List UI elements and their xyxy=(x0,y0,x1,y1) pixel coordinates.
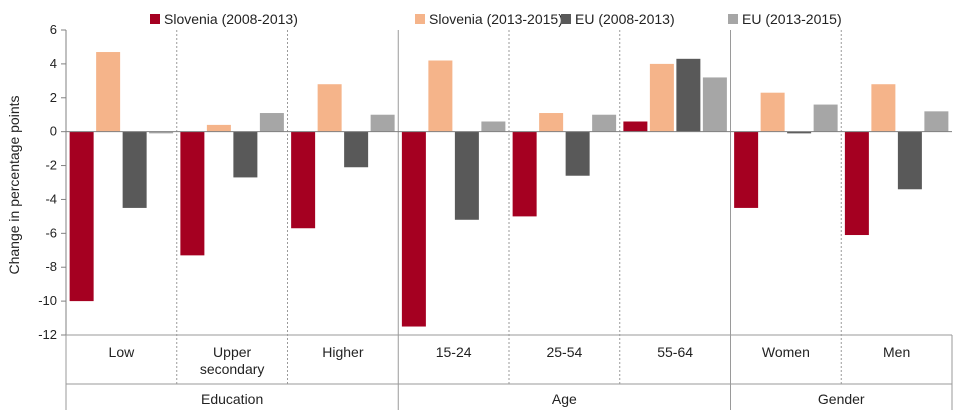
group-label: Gender xyxy=(818,391,865,407)
y-tick-label: 4 xyxy=(50,56,57,71)
bar xyxy=(69,131,94,302)
bar xyxy=(317,84,342,132)
x-category-label-line: Low xyxy=(109,344,136,360)
bar xyxy=(233,131,258,178)
bar xyxy=(565,131,590,176)
y-tick-label: 2 xyxy=(50,90,57,105)
y-tick-label: -4 xyxy=(45,191,57,206)
bar xyxy=(401,131,426,327)
x-category-label-line: 55-64 xyxy=(657,344,693,360)
x-category-label-line: secondary xyxy=(200,361,265,377)
x-category-label-line: 15-24 xyxy=(436,344,472,360)
bar xyxy=(370,114,395,132)
bar xyxy=(291,131,316,229)
category-groups: Education Age Gender xyxy=(65,335,953,410)
bar xyxy=(623,121,648,132)
y-tick-label: -10 xyxy=(38,293,57,308)
x-category-label: 25-54 xyxy=(546,344,582,360)
bar xyxy=(676,58,701,132)
legend-label: EU (2013-2015) xyxy=(742,11,842,27)
y-tick-label: -12 xyxy=(38,327,57,342)
x-category-label: Men xyxy=(883,344,910,360)
group-label: Age xyxy=(552,391,577,407)
bar xyxy=(813,104,838,132)
bar xyxy=(760,92,785,132)
x-category-label-line: Women xyxy=(762,344,810,360)
bar xyxy=(259,113,284,132)
y-tick-label: 0 xyxy=(50,124,57,139)
legend-label: EU (2008-2013) xyxy=(575,11,675,27)
legend-swatch xyxy=(415,14,425,24)
x-category-label-line: Higher xyxy=(322,344,364,360)
bar xyxy=(924,111,949,132)
x-axis: Low Upper secondary Higher 15-24 25-54 55-64 Wo… xyxy=(66,334,952,377)
x-category-label: Low xyxy=(109,344,136,360)
bar xyxy=(871,84,896,132)
x-category-label: Upper secondary xyxy=(200,344,265,377)
y-axis-label: Change in percentage points xyxy=(6,95,22,274)
legend-label: Slovenia (2013-2015) xyxy=(429,11,563,27)
bar xyxy=(428,60,453,132)
bar xyxy=(344,131,369,168)
x-category-label-line: Men xyxy=(883,344,910,360)
bar xyxy=(206,124,231,132)
bar xyxy=(454,131,479,220)
legend-swatch xyxy=(150,14,160,24)
bar xyxy=(649,63,674,132)
bar xyxy=(122,131,147,208)
x-category-label: Higher xyxy=(322,344,364,360)
x-category-label: 15-24 xyxy=(436,344,472,360)
category-separators xyxy=(176,30,842,410)
bar xyxy=(897,131,922,190)
x-category-label-line: Upper xyxy=(213,344,251,360)
bar xyxy=(539,113,564,132)
y-tick-label: -8 xyxy=(45,259,57,274)
bars xyxy=(66,52,952,327)
legend-label: Slovenia (2008-2013) xyxy=(164,11,298,27)
y-tick-label: 6 xyxy=(50,22,57,37)
group-label: Education xyxy=(201,391,263,407)
x-category-label-line: 25-54 xyxy=(546,344,582,360)
bar xyxy=(149,131,174,134)
legend-swatch xyxy=(561,14,571,24)
bar xyxy=(96,52,121,132)
bar xyxy=(481,121,506,132)
y-tick-label: -6 xyxy=(45,225,57,240)
bar xyxy=(702,77,727,132)
bar xyxy=(844,131,869,236)
bar xyxy=(734,131,759,208)
x-category-label: Women xyxy=(762,344,810,360)
x-category-label: 55-64 xyxy=(657,344,693,360)
legend-swatch xyxy=(728,14,738,24)
bar xyxy=(512,131,537,217)
bar xyxy=(787,131,812,134)
legend: Slovenia (2008-2013) Slovenia (2013-2015)… xyxy=(150,11,842,27)
bar xyxy=(592,114,617,132)
y-tick-label: -2 xyxy=(45,158,57,173)
bar xyxy=(180,131,205,256)
y-axis: 6 4 2 0 -2 -4 -6 -8 -10 -12 xyxy=(38,22,67,342)
